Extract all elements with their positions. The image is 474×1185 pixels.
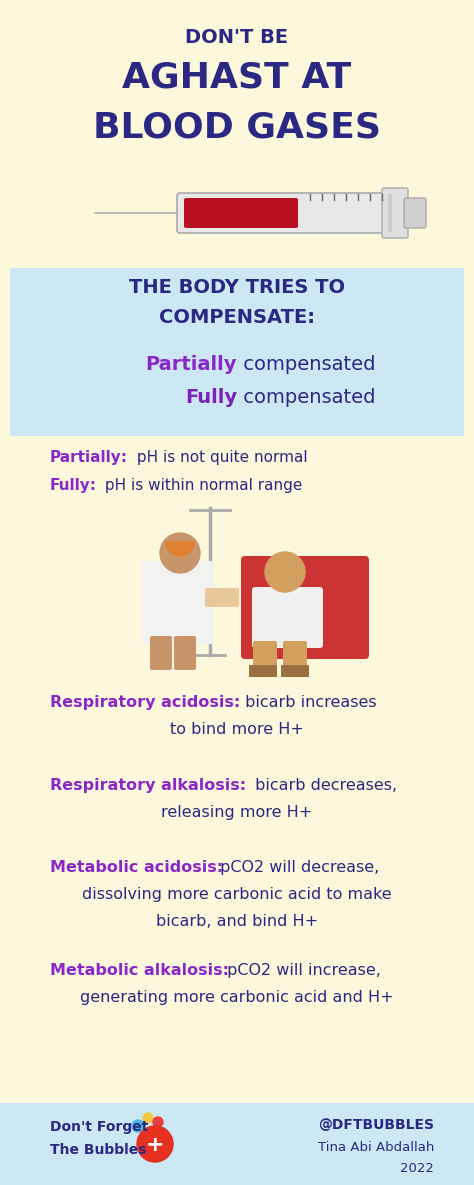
Text: to bind more H+: to bind more H+ <box>170 722 304 737</box>
Text: bicarb decreases,: bicarb decreases, <box>250 779 397 793</box>
Text: Partially: Partially <box>146 356 237 374</box>
Text: Metabolic acidosis:: Metabolic acidosis: <box>50 860 223 875</box>
FancyBboxPatch shape <box>253 641 277 670</box>
FancyBboxPatch shape <box>174 636 196 670</box>
Circle shape <box>153 1117 163 1127</box>
Text: DON'T BE: DON'T BE <box>185 28 289 47</box>
Text: bicarb, and bind H+: bicarb, and bind H+ <box>156 914 318 929</box>
Circle shape <box>137 1126 173 1162</box>
Text: Respiratory acidosis:: Respiratory acidosis: <box>50 694 240 710</box>
Text: dissolving more carbonic acid to make: dissolving more carbonic acid to make <box>82 888 392 902</box>
Text: @DFTBUBBLES: @DFTBUBBLES <box>318 1117 434 1132</box>
Wedge shape <box>166 542 194 556</box>
Text: compensated: compensated <box>237 356 375 374</box>
FancyBboxPatch shape <box>177 193 393 233</box>
Text: Fully: Fully <box>185 387 237 406</box>
Circle shape <box>148 1133 158 1144</box>
FancyBboxPatch shape <box>249 665 277 677</box>
Text: THE BODY TRIES TO: THE BODY TRIES TO <box>129 278 345 297</box>
FancyBboxPatch shape <box>10 268 464 436</box>
Text: generating more carbonic acid and H+: generating more carbonic acid and H+ <box>80 989 394 1005</box>
FancyBboxPatch shape <box>252 587 323 648</box>
FancyBboxPatch shape <box>0 1103 474 1185</box>
Text: AGHAST AT: AGHAST AT <box>122 60 352 94</box>
Circle shape <box>160 533 200 574</box>
Circle shape <box>159 1128 167 1136</box>
Text: releasing more H+: releasing more H+ <box>161 805 313 820</box>
Text: Don't Forget: Don't Forget <box>50 1120 148 1134</box>
FancyBboxPatch shape <box>283 641 307 670</box>
FancyBboxPatch shape <box>281 665 309 677</box>
FancyBboxPatch shape <box>184 198 298 228</box>
Circle shape <box>265 552 305 592</box>
FancyBboxPatch shape <box>205 588 239 607</box>
Text: COMPENSATE:: COMPENSATE: <box>159 308 315 327</box>
Circle shape <box>132 1120 144 1132</box>
Text: BLOOD GASES: BLOOD GASES <box>93 110 381 145</box>
Text: compensated: compensated <box>237 387 375 406</box>
FancyBboxPatch shape <box>241 556 369 659</box>
Text: bicarb increases: bicarb increases <box>240 694 377 710</box>
Text: pCO2 will decrease,: pCO2 will decrease, <box>215 860 379 875</box>
Text: Tina Abi Abdallah: Tina Abi Abdallah <box>318 1141 434 1154</box>
Text: Metabolic alkalosis:: Metabolic alkalosis: <box>50 963 229 978</box>
Text: The Bubbles: The Bubbles <box>50 1144 146 1157</box>
FancyBboxPatch shape <box>404 198 426 228</box>
Text: Partially:: Partially: <box>50 450 128 465</box>
FancyBboxPatch shape <box>141 561 214 643</box>
Text: pH is within normal range: pH is within normal range <box>100 478 302 493</box>
Circle shape <box>143 1113 153 1123</box>
Text: pH is not quite normal: pH is not quite normal <box>132 450 308 465</box>
FancyBboxPatch shape <box>382 188 408 238</box>
Text: Respiratory alkalosis:: Respiratory alkalosis: <box>50 779 246 793</box>
Text: 2022: 2022 <box>400 1162 434 1176</box>
Text: Fully:: Fully: <box>50 478 97 493</box>
Text: pCO2 will increase,: pCO2 will increase, <box>222 963 381 978</box>
Text: +: + <box>146 1135 164 1155</box>
FancyBboxPatch shape <box>150 636 172 670</box>
